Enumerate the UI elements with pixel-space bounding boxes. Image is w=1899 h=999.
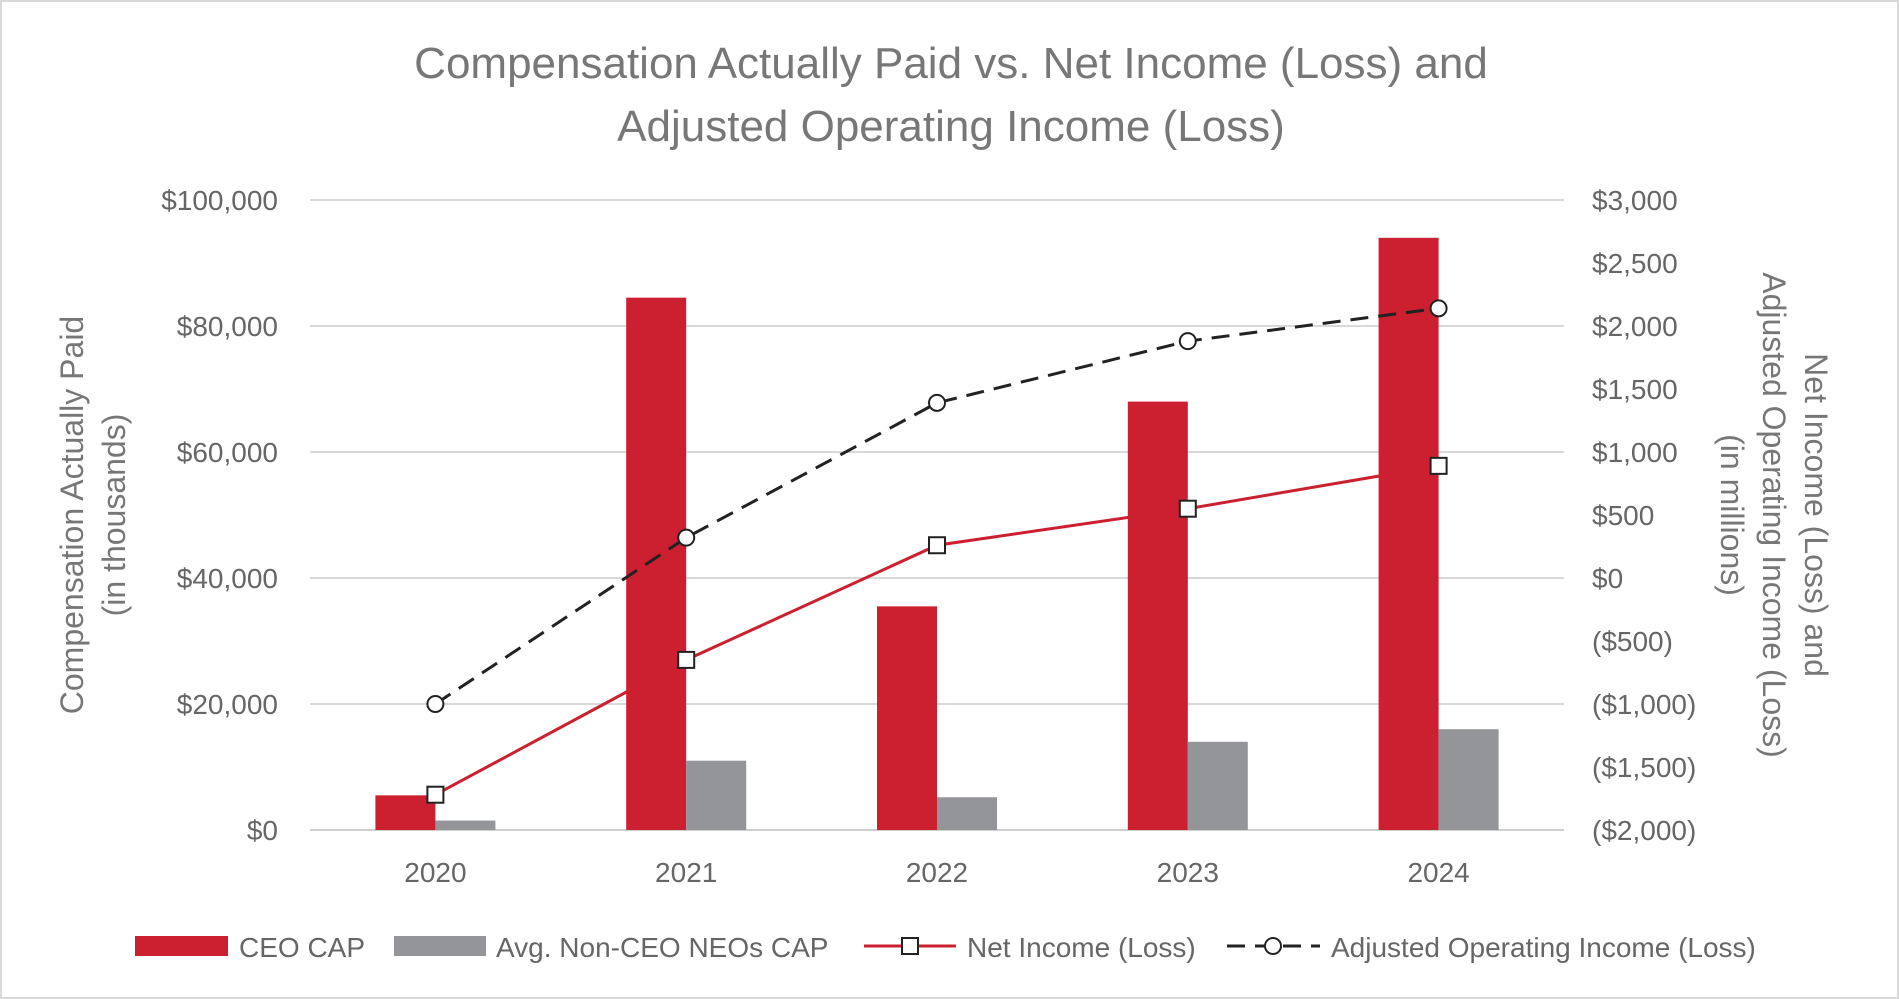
left-axis-title-line: Compensation Actually Paid (54, 316, 90, 714)
legend-label-ceo-cap: CEO CAP (239, 932, 365, 963)
chart-title: Compensation Actually Paid vs. Net Incom… (414, 39, 1488, 151)
bar-avg-neo-cap-2023 (1187, 741, 1248, 830)
marker-net-income-2020 (426, 785, 445, 804)
left-axis-ticks: $0 $20,000 $40,000 $60,000 $80,000 $100,000 (161, 185, 278, 846)
legend: CEO CAP Avg. Non-CEO NEOs CAP Net Income (… (135, 932, 1756, 963)
right-tick-label: $2,500 (1592, 248, 1678, 279)
left-axis-title: Compensation Actually Paid (in thousands) (54, 316, 132, 714)
left-tick-label: $0 (247, 815, 278, 846)
right-tick-label: $3,000 (1592, 185, 1678, 216)
legend-marker-net-income (901, 937, 919, 955)
right-tick-label: ($500) (1592, 626, 1673, 657)
legend-label-net-income: Net Income (Loss) (967, 932, 1196, 963)
legend-swatch-ceo-cap (135, 936, 228, 956)
bar-ceo-cap-2024 (1378, 237, 1439, 831)
marker-adjusted-operating-income-2020 (426, 695, 445, 713)
chart-title-line-2: Adjusted Operating Income (Loss) (617, 102, 1285, 151)
marker-adjusted-operating-income-2021 (677, 528, 696, 547)
bar-ceo-cap-2022 (877, 606, 937, 830)
right-axis-title-line: Net Income (Loss) and (1798, 353, 1834, 677)
bar-avg-neo-cap-2021 (686, 760, 747, 830)
marker-net-income-2023 (1178, 499, 1197, 518)
right-tick-label: $1,000 (1592, 437, 1678, 468)
bar-ceo-cap-2020 (375, 795, 436, 830)
legend-swatch-avg-neo-cap (394, 936, 486, 956)
bar-ceo-cap-2021 (626, 297, 687, 830)
right-tick-label: $2,000 (1592, 311, 1678, 342)
line-adjusted-operating-income (434, 306, 1439, 706)
bars (375, 237, 1499, 831)
left-tick-label: $80,000 (177, 311, 278, 342)
left-tick-label: $100,000 (161, 185, 278, 216)
left-tick-label: $60,000 (177, 437, 278, 468)
gridlines (310, 199, 1564, 831)
left-tick-label: $40,000 (177, 563, 278, 594)
right-tick-label: $500 (1592, 500, 1654, 531)
right-tick-label: ($1,000) (1592, 689, 1696, 720)
x-tick-label: 2022 (906, 857, 968, 888)
marker-adjusted-operating-income-2022 (928, 393, 946, 412)
x-tick-label: 2024 (1407, 857, 1469, 888)
marker-net-income-2021 (677, 650, 696, 669)
bar-ceo-cap-2023 (1127, 401, 1188, 830)
left-axis-title-text: Compensation Actually Paid (in thousands) (54, 316, 132, 714)
marker-net-income-2022 (928, 536, 946, 555)
right-tick-label: ($2,000) (1592, 815, 1696, 846)
bar-avg-neo-cap-2022 (937, 797, 997, 830)
legend-label-adjusted-operating-income: Adjusted Operating Income (Loss) (1331, 932, 1756, 963)
right-axis-title-line: Adjusted Operating Income (Loss) (1756, 272, 1792, 758)
right-tick-label: $1,500 (1592, 374, 1678, 405)
x-tick-label: 2021 (655, 857, 717, 888)
legend-label-avg-neo-cap: Avg. Non-CEO NEOs CAP (496, 932, 828, 963)
legend-marker-adjusted-operating-income (1264, 937, 1282, 955)
right-tick-label: ($1,500) (1592, 752, 1696, 783)
right-axis-title-line: (in millions) (1714, 434, 1750, 596)
bar-avg-neo-cap-2024 (1438, 729, 1499, 830)
bar-avg-neo-cap-2020 (435, 820, 496, 830)
marker-adjusted-operating-income-2023 (1178, 332, 1197, 351)
right-axis-ticks: ($2,000) ($1,500) ($1,000) ($500) $0 $500 $1,0… (1592, 185, 1696, 846)
marker-adjusted-operating-income-2024 (1429, 299, 1448, 318)
x-axis-ticks: 2020 2021 2022 2023 2024 (404, 857, 1469, 888)
left-tick-label: $20,000 (177, 689, 278, 720)
lines (426, 299, 1448, 804)
x-tick-label: 2023 (1157, 857, 1219, 888)
x-tick-label: 2020 (404, 857, 466, 888)
right-tick-label: $0 (1592, 563, 1623, 594)
marker-net-income-2024 (1429, 456, 1448, 475)
chart-title-line-1: Compensation Actually Paid vs. Net Incom… (414, 39, 1488, 88)
left-axis-title-line: (in thousands) (96, 414, 132, 617)
